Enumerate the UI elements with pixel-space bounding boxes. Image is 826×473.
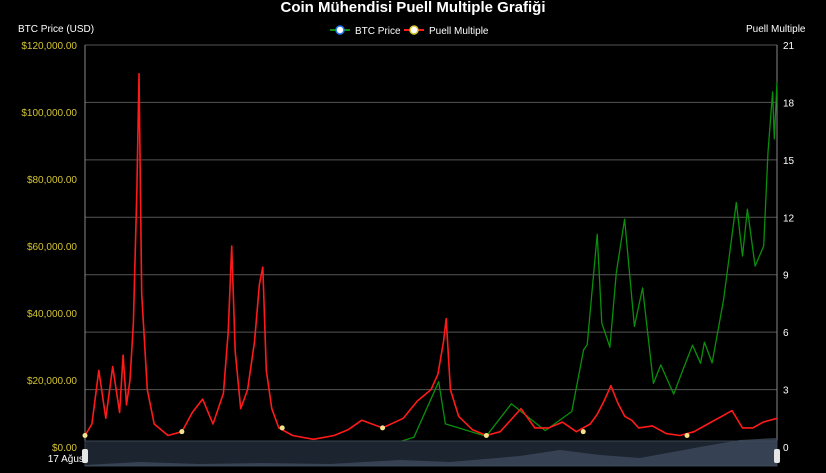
y-left-axis-label: BTC Price (USD) xyxy=(18,24,94,35)
puell-marker xyxy=(279,425,285,431)
puell-marker xyxy=(684,433,690,439)
y-right-axis-label: Puell Multiple xyxy=(746,24,806,35)
y-left-tick-label: $60,000.00 xyxy=(27,242,77,253)
puell-marker xyxy=(82,433,88,439)
y-right-tick-label: 12 xyxy=(783,213,795,224)
y-right-tick-label: 6 xyxy=(783,328,789,339)
puell-marker xyxy=(179,429,185,435)
y-left-tick-label: $120,000.00 xyxy=(21,41,77,52)
y-right-tick-label: 18 xyxy=(783,98,795,109)
y-right-tick-label: 21 xyxy=(783,41,795,52)
legend-item-btc-price[interactable]: BTC Price xyxy=(330,25,401,37)
puell-marker xyxy=(380,425,386,431)
legend[interactable]: BTC Price Puell Multiple xyxy=(330,25,489,37)
y-left-tick-label: $80,000.00 xyxy=(27,175,77,186)
puell-marker xyxy=(580,429,586,435)
y-right-tick-label: 3 xyxy=(783,386,789,397)
legend-label-puell-multiple: Puell Multiple xyxy=(429,26,489,37)
zoom-scrollbar[interactable] xyxy=(82,438,780,467)
chart-title: Coin Mühendisi Puell Multiple Grafiği xyxy=(280,0,545,16)
y-left-tick-label: $40,000.00 xyxy=(27,309,77,320)
y-right-tick-label: 15 xyxy=(783,156,795,167)
y-right-tick-label: 0 xyxy=(783,443,789,454)
y-right-tick-label: 9 xyxy=(783,271,789,282)
zoom-handle-left[interactable] xyxy=(82,449,88,463)
legend-label-btc-price: BTC Price xyxy=(355,26,401,37)
y-left-tick-label: $20,000.00 xyxy=(27,376,77,387)
y-left-tick-label: $0.00 xyxy=(52,443,77,454)
series-line-puell-multiple xyxy=(84,72,778,441)
series-line-btc-price xyxy=(84,81,778,448)
zoom-handle-right[interactable] xyxy=(774,449,780,463)
y-left-tick-label: $100,000.00 xyxy=(21,108,77,119)
puell-marker xyxy=(483,433,489,439)
legend-item-puell-multiple[interactable]: Puell Multiple xyxy=(404,25,489,37)
